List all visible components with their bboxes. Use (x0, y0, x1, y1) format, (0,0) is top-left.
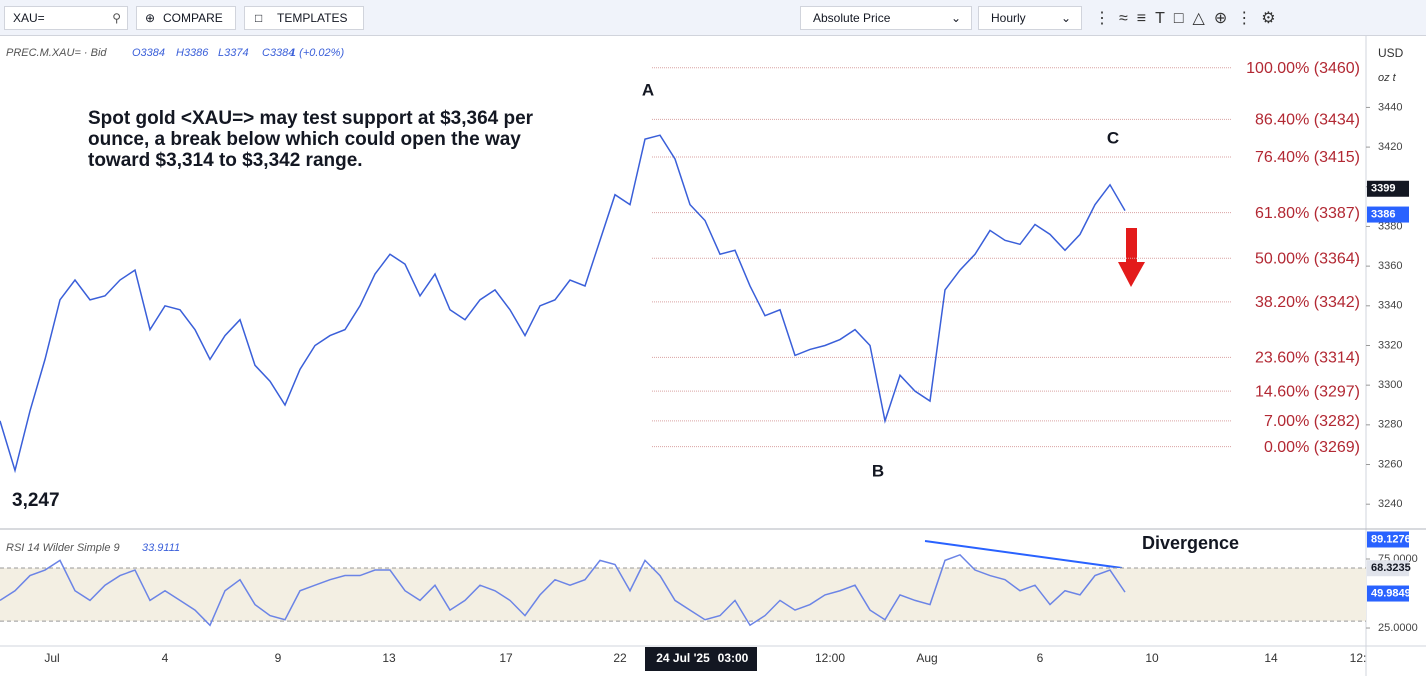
x-tick-label: 22 (613, 651, 627, 665)
value-tag-label: 68.3235 (1371, 562, 1411, 574)
legend-value: C3384 (262, 47, 294, 59)
wave-label: A (642, 80, 654, 99)
x-tick-label: 10 (1145, 651, 1159, 665)
y-tick-label: 3260 (1378, 458, 1402, 470)
legend-value: L3374 (218, 47, 249, 59)
symbol-input[interactable]: XAU= ⚲ (4, 6, 128, 30)
templates-button[interactable]: □ TEMPLATES (244, 6, 364, 30)
fib-label: 61.80% (3387) (1255, 205, 1360, 222)
fib-label: 50.00% (3364) (1255, 250, 1360, 267)
x-tick-label: 17 (499, 651, 513, 665)
compare-label: COMPARE (163, 11, 223, 25)
x-tick-label: 4 (162, 651, 169, 665)
annotation-line: Spot gold <XAU=> may test support at $3,… (88, 108, 534, 129)
interval-select[interactable]: Hourly ⌄ (978, 6, 1082, 30)
value-tag (1367, 180, 1409, 197)
x-tick-label: 03:00 (718, 651, 749, 665)
price-line (0, 553, 1126, 627)
x-tick-label: 12:00 (815, 651, 845, 665)
value-tag-label: 3386 (1371, 208, 1395, 220)
low-label: 3,247 (12, 490, 60, 511)
templates-label: TEMPLATES (277, 11, 348, 25)
annotation-line: toward $3,314 to $3,342 range. (88, 150, 363, 171)
y-tick-label: 3280 (1378, 419, 1402, 431)
y-tick-label: 3380 (1378, 220, 1402, 232)
price-mode: Absolute Price (813, 11, 891, 25)
fib-label: 38.20% (3342) (1255, 294, 1360, 311)
x-tick-label: 14 (1264, 651, 1278, 665)
fib-label: 0.00% (3269) (1264, 439, 1360, 456)
y-tick-label: 3440 (1378, 101, 1402, 113)
fib-label: 14.60% (3297) (1255, 383, 1360, 400)
rsi-band (0, 567, 1366, 622)
y-tick-label: 3240 (1378, 498, 1402, 510)
rsi-current: 33.9111 (142, 542, 180, 554)
x-tick-label: 24 Jul '25 (656, 651, 710, 665)
y-tick-label: 3340 (1378, 300, 1402, 312)
value-tag (1367, 531, 1409, 548)
value-tag (1367, 585, 1409, 602)
value-tag (1367, 206, 1409, 223)
wave-label: B (872, 461, 884, 480)
currency[interactable]: USD (1378, 46, 1404, 60)
x-tick-label: Aug (916, 651, 937, 665)
x-tick-label: 13 (382, 651, 396, 665)
price-mode-select[interactable]: Absolute Price ⌄ (800, 6, 972, 30)
legend-value: O3384 (132, 47, 165, 59)
chart: PREC.M.XAU= · Bid RSI 14 Wilder Simple 9… (0, 36, 1426, 676)
wave-label: C (1107, 128, 1119, 147)
interval: Hourly (991, 11, 1026, 25)
toolbar: XAU= ⚲ ⊕ COMPARE □ TEMPLATES Absolute Price… (0, 0, 1426, 36)
symbol: XAU= (13, 11, 45, 25)
y-tick-label: 3360 (1378, 260, 1402, 272)
compare-button[interactable]: ⊕ COMPARE (136, 6, 236, 30)
value-tag (1367, 560, 1409, 577)
y-tick-label: 3320 (1378, 339, 1402, 351)
fib-label: 76.40% (3415) (1255, 149, 1360, 166)
legend-symbol: PREC.M.XAU= · Bid (6, 47, 107, 59)
fib-label: 7.00% (3282) (1264, 413, 1360, 430)
tool-icons[interactable]: ⋮≈≡T□△⊕⋮⚙ (1094, 10, 1285, 27)
legend-value: H3386 (176, 47, 209, 59)
fib-label: 23.60% (3314) (1255, 350, 1360, 367)
divergence-line (924, 540, 1123, 569)
value-tag-label: 49.9849 (1371, 587, 1411, 599)
legend-value: 1 (+0.02%) (290, 47, 344, 59)
x-tick-label: 6 (1037, 651, 1044, 665)
x-tick-label: 9 (275, 651, 282, 665)
value-tag-label: 3399 (1371, 183, 1395, 195)
y-tick-label: 3300 (1378, 379, 1402, 391)
divergence-label: Divergence (1142, 533, 1239, 553)
unit[interactable]: oz t (1378, 72, 1397, 84)
annotation-line: ounce, a break below which could open th… (88, 129, 521, 150)
x-tick-label: 12: (1350, 651, 1367, 665)
crosshair-time-box (645, 647, 757, 671)
y-tick-label: 3420 (1378, 141, 1402, 153)
value-tag-label: 89.1276 (1371, 533, 1411, 545)
rsi-title: RSI 14 Wilder Simple 9 (6, 542, 120, 554)
y-tick-label: 25.0000 (1378, 622, 1418, 634)
fib-label: 100.00% (3460) (1246, 60, 1360, 77)
price-line (0, 134, 1126, 474)
x-tick-label: Jul (44, 651, 59, 665)
fib-label: 86.40% (3434) (1255, 112, 1360, 129)
down-arrow (1118, 228, 1145, 287)
